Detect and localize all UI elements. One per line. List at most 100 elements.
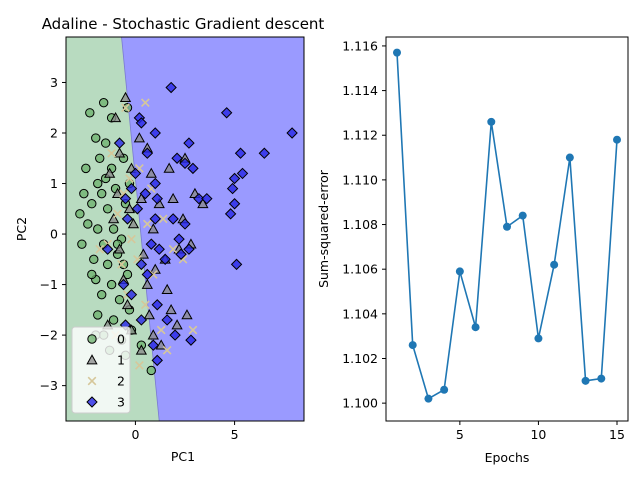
y-tick-label: 1.102 [342,351,378,366]
y-tick-label: 1.116 [342,38,378,53]
point-class-3 [141,147,154,159]
point-class-2 [188,325,198,335]
point-class-3 [139,187,152,200]
point-class-2 [142,219,152,229]
point-class-3 [101,243,114,255]
point-class-3 [147,339,159,351]
point-class-0 [87,269,97,280]
point-class-0 [146,365,156,376]
y-tick-label: 1.106 [342,262,378,277]
point-class-0 [122,103,133,113]
point-class-0 [93,224,103,234]
point-class-3 [173,233,185,245]
point-class-3 [149,127,161,139]
point-class-1 [113,243,126,254]
point-class-3 [159,253,171,266]
legend-marker-2 [87,376,97,386]
point-class-2 [156,325,166,335]
point-class-3 [165,81,177,94]
sse-point [455,267,464,276]
point-class-3 [121,213,134,225]
right-x-ticks: 5 10 15 [456,421,625,442]
point-class-3 [135,117,148,129]
point-class-3 [117,278,130,291]
point-class-0 [114,295,125,305]
right-x-axis-label: Epochs [485,450,530,465]
point-class-2 [127,234,136,244]
point-class-3 [228,198,241,210]
y-tick-label: −2 [40,328,58,343]
point-class-3 [171,152,183,164]
point-class-3 [183,243,195,255]
point-class-1 [161,283,173,294]
point-class-2 [140,98,150,108]
point-class-1 [121,298,134,310]
point-class-0 [79,188,89,199]
point-class-3 [135,258,148,271]
x-tick-label: 0 [131,427,139,442]
point-class-3 [113,137,126,149]
y-tick-label: 1.112 [342,128,378,143]
point-class-3 [151,354,163,367]
sse-point [550,260,559,269]
point-class-3 [236,167,249,180]
point-class-2 [125,174,134,183]
point-class-1 [147,223,159,234]
sse-point [487,117,496,126]
point-class-1 [167,192,179,204]
point-class-1 [107,213,120,224]
point-class-2 [148,270,158,279]
point-class-3 [149,177,161,190]
point-class-2 [107,148,116,158]
legend: 0 1 2 3 [71,326,131,414]
y-tick-label: 2 [50,126,58,141]
sse-point [613,135,621,144]
y-tick-label: −1 [40,277,58,292]
scatter-points [75,81,298,376]
point-class-1 [143,309,155,320]
y-tick-label: 1.114 [342,83,378,98]
point-class-1 [147,329,159,340]
point-class-3 [125,182,138,195]
point-class-0 [93,310,103,320]
point-class-3 [135,314,148,326]
point-class-3 [230,258,243,271]
point-class-1 [103,167,116,178]
point-class-3 [141,268,154,281]
legend-label-0: 0 [117,332,125,347]
point-class-2 [113,209,122,219]
point-class-0 [95,153,105,163]
right-y-ticks: 1.100 1.102 1.104 1.106 1.108 1.110 1.112 1.114… [342,38,386,411]
legend-label-1: 1 [117,353,125,368]
x-tick-label: 15 [609,427,625,442]
point-class-2 [168,244,178,254]
right-y-axis-label: Sum-squared-error [316,169,331,288]
point-class-0 [100,138,111,148]
sse-point [393,48,401,57]
x-tick-label: 10 [530,427,546,442]
point-class-0 [87,199,97,209]
point-class-0 [83,219,93,229]
point-class-3 [187,162,199,175]
point-class-0 [91,133,101,143]
point-class-0 [97,289,107,300]
point-class-3 [151,299,163,311]
point-class-1 [145,167,157,178]
sse-line-chart: 5 10 15 1.100 1.102 1.104 1.106 1.108 1.110 1.11… [316,36,629,465]
point-class-3 [179,218,191,230]
sse-point [471,323,480,332]
left-y-axis-label: PC2 [14,217,29,241]
point-class-1 [135,192,148,204]
sse-point [440,385,449,394]
point-class-1 [127,218,140,229]
sse-point [424,394,433,403]
sse-points [393,48,621,403]
legend-label-2: 2 [117,374,125,389]
y-tick-label: 0 [50,227,58,242]
point-class-0 [93,178,103,189]
point-class-3 [185,334,197,346]
point-class-2 [162,345,172,355]
legend-box [71,326,131,414]
point-class-3 [129,167,142,180]
